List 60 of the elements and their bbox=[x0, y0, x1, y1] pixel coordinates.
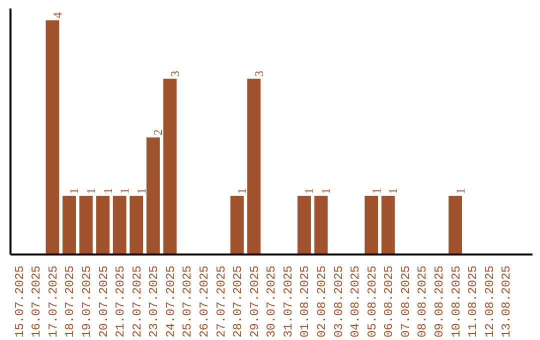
x-tick-label: 08.08.2025 bbox=[416, 265, 430, 338]
x-tick-label: 17.07.2025 bbox=[46, 265, 60, 338]
data-label: 1 bbox=[302, 188, 316, 194]
x-tick-label: 02.08.2025 bbox=[315, 265, 330, 338]
x-tick-label: 05.08.2025 bbox=[365, 265, 380, 338]
data-label: 4 bbox=[50, 12, 64, 18]
bar bbox=[448, 196, 462, 254]
data-label: 1 bbox=[319, 188, 334, 194]
bar bbox=[112, 196, 126, 254]
bar bbox=[96, 196, 110, 254]
bar bbox=[314, 196, 328, 254]
x-tick-label: 20.07.2025 bbox=[96, 265, 111, 338]
data-label: 1 bbox=[84, 188, 98, 194]
data-label: 1 bbox=[100, 188, 115, 194]
x-tick-label: 15.07.2025 bbox=[12, 265, 27, 338]
x-tick-label: 27.07.2025 bbox=[214, 265, 228, 338]
x-tick-label: 28.07.2025 bbox=[231, 265, 246, 338]
x-tick-label: 01.08.2025 bbox=[298, 265, 312, 338]
data-label: 3 bbox=[168, 70, 182, 77]
bar bbox=[130, 196, 144, 254]
x-tick-label: 21.07.2025 bbox=[114, 265, 128, 338]
x-tick-label: 26.07.2025 bbox=[198, 265, 212, 338]
x-tick-label: 09.08.2025 bbox=[432, 265, 447, 338]
bar bbox=[230, 196, 244, 254]
bar bbox=[163, 78, 177, 254]
x-tick-label: 07.08.2025 bbox=[398, 265, 413, 338]
bar bbox=[381, 196, 395, 254]
x-tick-label: 11.08.2025 bbox=[466, 265, 480, 338]
x-tick-label: 18.07.2025 bbox=[63, 265, 78, 338]
bar bbox=[62, 196, 76, 254]
x-tick-label: 29.07.2025 bbox=[248, 265, 262, 338]
data-label: 1 bbox=[118, 188, 132, 194]
bar bbox=[79, 196, 93, 254]
x-tick-label: 22.07.2025 bbox=[130, 265, 144, 338]
bar bbox=[46, 20, 60, 254]
data-label: 1 bbox=[453, 188, 468, 194]
x-tick-label: 31.07.2025 bbox=[281, 265, 296, 338]
x-tick-label: 25.07.2025 bbox=[180, 265, 195, 338]
data-label: 1 bbox=[134, 188, 148, 194]
bar bbox=[247, 78, 261, 254]
x-tick-label: 16.07.2025 bbox=[30, 265, 44, 338]
data-label: 1 bbox=[67, 188, 82, 194]
bar bbox=[364, 196, 378, 254]
data-label: 1 bbox=[386, 188, 400, 194]
x-tick-label: 30.07.2025 bbox=[264, 265, 279, 338]
x-tick-label: 12.08.2025 bbox=[482, 265, 497, 338]
bar bbox=[298, 196, 311, 254]
data-label: 1 bbox=[369, 188, 384, 194]
x-tick-label: 13.08.2025 bbox=[500, 265, 514, 338]
x-tick-label: 24.07.2025 bbox=[164, 265, 178, 338]
x-tick-label: 04.08.2025 bbox=[348, 265, 363, 338]
bar bbox=[146, 137, 160, 254]
x-tick-label: 10.08.2025 bbox=[449, 265, 464, 338]
data-label: 1 bbox=[235, 188, 250, 194]
x-tick-label: 03.08.2025 bbox=[332, 265, 346, 338]
x-tick-label: 19.07.2025 bbox=[80, 265, 94, 338]
x-tick-label: 06.08.2025 bbox=[382, 265, 396, 338]
x-tick-label: 23.07.2025 bbox=[147, 265, 162, 338]
data-label: 3 bbox=[252, 70, 266, 77]
data-label: 2 bbox=[151, 129, 166, 136]
